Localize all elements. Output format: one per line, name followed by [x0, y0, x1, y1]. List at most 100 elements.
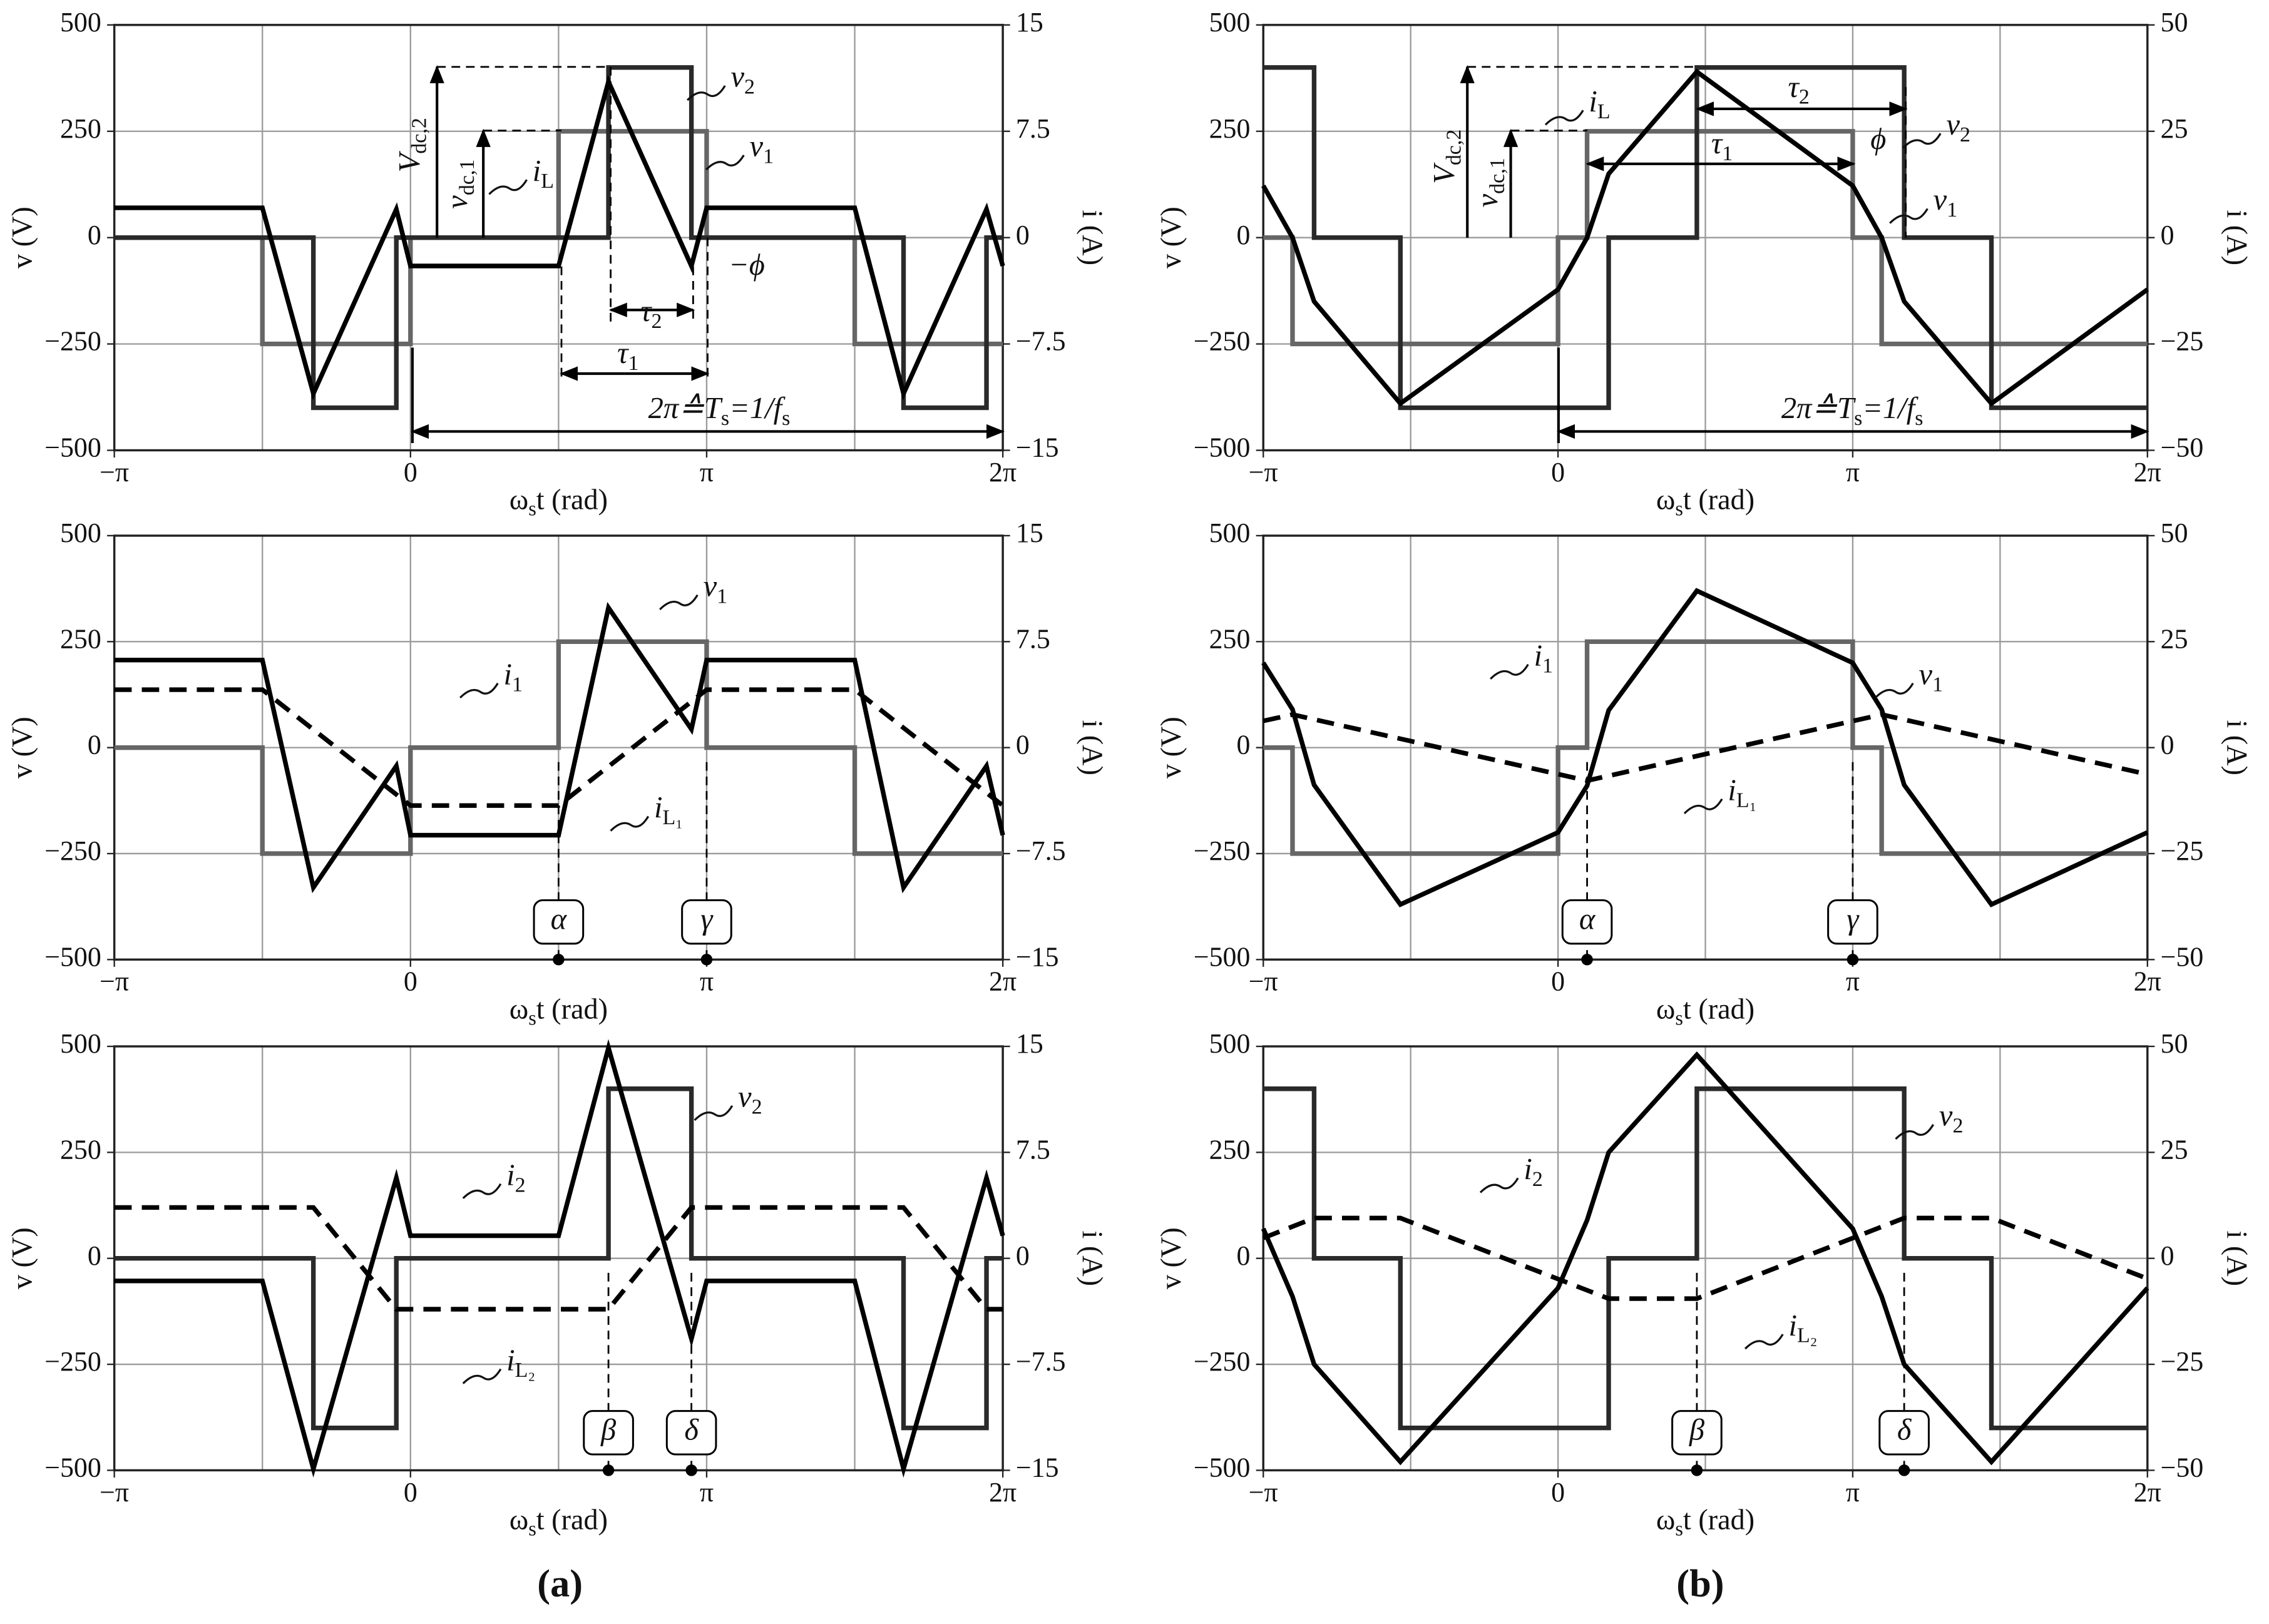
marker-dot [1581, 954, 1593, 966]
annotation: vdc,1 [441, 160, 479, 209]
y-tick-label: 250 [60, 113, 101, 144]
text-part: 1 [1947, 198, 1957, 222]
y-tick-label: −500 [44, 941, 101, 972]
y-tick-label: 500 [1209, 518, 1251, 548]
leader [1889, 208, 1928, 224]
series-label: i1 [1534, 640, 1553, 678]
text-part: L₁ [1736, 789, 1757, 812]
leader [686, 85, 726, 101]
text-part: ω [510, 1503, 528, 1535]
text-part: L₂ [1797, 1324, 1818, 1347]
text-part: s [1915, 407, 1923, 430]
y2-tick-label: −50 [2161, 432, 2204, 463]
text-part: τ [617, 337, 629, 370]
leader [488, 179, 528, 195]
series-label: iL₁ [1728, 774, 1756, 812]
text-part: i [533, 155, 541, 188]
text-part: i (A) [1077, 720, 1109, 775]
x-axis-label: ωst (rad) [510, 483, 608, 520]
marker-box [533, 899, 585, 945]
series-label: i2 [506, 1159, 525, 1197]
text-part: s [528, 1518, 536, 1540]
text-part: v [1934, 183, 1947, 217]
y-tick-label: −250 [1194, 1346, 1251, 1377]
annotation: Vdc,2 [1428, 130, 1466, 184]
y-tick-label: −250 [44, 326, 101, 357]
text-part: s [528, 1007, 536, 1029]
text-part: s [528, 498, 536, 520]
text-part: i [1524, 1153, 1532, 1186]
annotation: τ2 [1788, 71, 1809, 109]
annotation: τ1 [1711, 127, 1733, 165]
text-part: i [504, 658, 512, 692]
series-label: iL₂ [506, 1344, 535, 1382]
text-part: v [704, 570, 717, 603]
text-part: dc,1 [456, 160, 479, 196]
annotation: 2π≙Ts=1/fs [1781, 392, 1923, 430]
x-tick-label: 2π [989, 1477, 1017, 1508]
y-axis-label: v (V) [1155, 717, 1187, 779]
x-tick-label: 0 [404, 1477, 417, 1508]
y-tick-label: 250 [60, 623, 101, 654]
marker-box [665, 1410, 717, 1456]
y2-tick-label: 15 [1016, 1028, 1043, 1059]
text-part: L₂ [515, 1359, 536, 1382]
y2-tick-label: −25 [2161, 1346, 2204, 1377]
text-part: s [782, 407, 790, 430]
annotation: −ϕ [729, 248, 765, 282]
series-label: iL₂ [1788, 1309, 1817, 1347]
marker-box [1878, 1410, 1930, 1456]
series-label: v2 [1946, 108, 1970, 146]
text-part: −ϕ [729, 248, 765, 282]
line [1261, 68, 2149, 407]
y2-tick-label: −15 [1016, 1452, 1059, 1483]
text-part: v [1919, 658, 1933, 692]
y2-tick-label: −15 [1016, 941, 1059, 972]
marker-box [1827, 899, 1878, 945]
x-axis-label: ωst (rad) [1656, 1503, 1754, 1540]
text-part: ω [1656, 1503, 1675, 1535]
y2-axis-label: i (A) [2221, 210, 2253, 265]
text-part: t (rad) [1683, 1503, 1754, 1535]
series-label: iL [533, 155, 554, 193]
x-axis-label: ωst (rad) [510, 993, 608, 1029]
line [1263, 65, 2148, 411]
leader [459, 682, 499, 699]
x-tick-label: −π [100, 1477, 129, 1508]
leader [694, 1105, 734, 1121]
line [1263, 129, 2148, 347]
text-part: v (V) [1155, 1227, 1187, 1289]
text-part: i (A) [1077, 210, 1109, 265]
text-part: s [1854, 407, 1862, 430]
x-tick-label: 0 [1551, 966, 1565, 997]
y2-tick-label: 25 [2161, 623, 2188, 654]
marker-label: β [1689, 1413, 1705, 1446]
text-part: i [506, 1159, 515, 1192]
y2-axis-label: i (A) [1077, 1230, 1109, 1286]
dashed-line [1262, 1215, 2149, 1301]
x-tick-label: −π [100, 966, 129, 997]
marker-box [1561, 899, 1613, 945]
text-part: L [541, 170, 554, 193]
text-part: v (V) [1155, 717, 1187, 779]
text-part: 2π≙T [648, 392, 723, 425]
y-tick-label: −250 [44, 1346, 101, 1377]
x-tick-label: π [1846, 1477, 1860, 1508]
text-part: 2 [744, 75, 755, 98]
text-part: V [1428, 162, 1461, 184]
line [114, 65, 1003, 411]
leader [462, 1183, 502, 1199]
marker-box [1671, 1410, 1723, 1456]
marker-label: γ [1846, 902, 1860, 936]
series-label: iL₁ [654, 791, 683, 829]
y-axis-label: v (V) [1155, 207, 1187, 268]
y2-tick-label: −7.5 [1016, 835, 1066, 866]
annotation: τ1 [617, 337, 638, 375]
leader [1744, 1334, 1784, 1350]
text-part: v [730, 61, 744, 94]
y-tick-label: −500 [44, 432, 101, 463]
x-tick-label: 0 [404, 457, 417, 488]
y-tick-label: 0 [88, 1240, 101, 1271]
